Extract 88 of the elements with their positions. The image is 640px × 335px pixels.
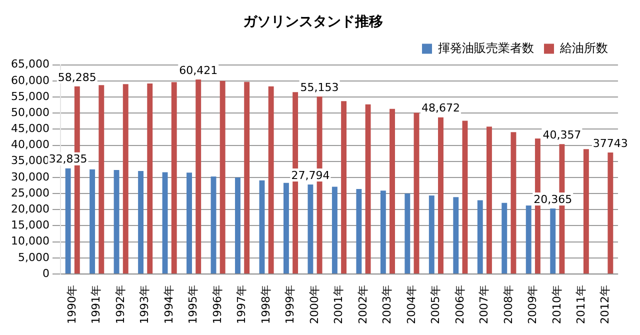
data-label: 48,672: [422, 102, 460, 115]
legend-label: 給油所数: [559, 40, 608, 55]
x-tick-label: 1990年: [65, 285, 78, 324]
x-tick-label: 1992年: [114, 285, 127, 324]
bar: [486, 126, 492, 274]
y-tick-label: 45,000: [10, 122, 50, 136]
bar: [308, 184, 314, 274]
y-tick-label: 15,000: [10, 218, 50, 232]
bar: [414, 112, 420, 274]
bar: [453, 197, 459, 274]
x-tick-label: 2007年: [478, 285, 491, 324]
x-tick-label: 2008年: [502, 285, 515, 324]
bar: [283, 182, 289, 274]
x-tick-label: 1998年: [259, 285, 272, 324]
y-tick-label: 55,000: [10, 90, 50, 103]
x-tick-label: 2001年: [332, 285, 346, 324]
data-label: 55,153: [300, 80, 339, 94]
y-tick-label: 50,000: [10, 106, 50, 119]
bar: [186, 172, 192, 274]
x-tick-label: 1999年: [284, 285, 297, 324]
data-label: 37743: [592, 136, 628, 150]
bar: [510, 132, 516, 274]
bar: [162, 172, 168, 274]
y-tick-label: 60,000: [10, 74, 50, 87]
bar: [477, 200, 483, 274]
bar: [332, 186, 338, 274]
bar: [356, 189, 362, 274]
x-tick-label: 2012年: [598, 285, 612, 324]
legend-label: 揮発油販売業者数: [438, 40, 534, 55]
data-label: 20,365: [534, 192, 572, 206]
data-label: 58,285: [58, 70, 96, 84]
x-tick-label: 1995年: [186, 285, 200, 324]
y-tick-label: 65,000: [10, 58, 50, 71]
y-tick-label: 5,000: [18, 250, 50, 264]
bar: [90, 169, 96, 274]
x-tick-label: 2000年: [308, 285, 321, 324]
x-tick-label: 2003年: [380, 285, 394, 324]
bar: [341, 101, 347, 274]
bar: [390, 108, 395, 274]
x-tick-label: 1991年: [90, 285, 103, 324]
y-tick-label: 10,000: [10, 234, 50, 248]
bar: [98, 85, 104, 274]
y-tick-label: 25,000: [10, 186, 50, 200]
data-label: 32,835: [48, 152, 88, 166]
bar: [147, 83, 153, 274]
y-tick-label: 30,000: [10, 170, 50, 184]
bar: [404, 194, 410, 274]
bar: [608, 152, 614, 274]
x-tick-label: 2002年: [356, 285, 370, 324]
bar: [210, 176, 216, 274]
x-tick-label: 2005年: [429, 285, 442, 324]
chart-title: ガソリンスタンド推移: [243, 14, 383, 30]
bar: [550, 208, 556, 274]
x-tick-label: 2009年: [526, 285, 540, 324]
bar: [220, 80, 226, 274]
y-tick-label: 0: [42, 266, 50, 280]
y-tick-label: 35,000: [10, 154, 50, 168]
data-label: 27,794: [291, 168, 330, 182]
bar: [235, 177, 240, 274]
bar: [268, 86, 274, 274]
x-tick-label: 1997年: [235, 285, 248, 324]
bar: [438, 117, 444, 274]
x-tick-label: 1994年: [162, 285, 176, 324]
bar: [244, 82, 250, 274]
bar: [365, 104, 371, 274]
x-tick-label: 2010年: [550, 285, 564, 324]
bar: [526, 205, 532, 274]
x-tick-label: 1996年: [210, 285, 224, 324]
x-tick-label: 1993年: [138, 285, 152, 324]
bar: [428, 195, 434, 274]
bar: [502, 202, 508, 274]
x-tick-label: 2006年: [453, 285, 466, 324]
bar: [259, 180, 265, 274]
bar: [380, 190, 386, 274]
bar: [114, 170, 120, 274]
bar: [138, 171, 144, 274]
bar: [583, 149, 589, 274]
y-tick-label: 40,000: [10, 138, 50, 152]
bar: [65, 168, 71, 274]
x-tick-label: 2004年: [404, 285, 418, 324]
bar: [122, 84, 128, 274]
bar: [171, 82, 177, 274]
data-label: 60,421: [179, 64, 218, 77]
data-label: 40,357: [542, 128, 582, 142]
y-tick-label: 20,000: [10, 202, 50, 216]
x-tick-label: 2011年: [574, 285, 588, 324]
bar: [462, 120, 468, 274]
bar: [196, 80, 202, 274]
